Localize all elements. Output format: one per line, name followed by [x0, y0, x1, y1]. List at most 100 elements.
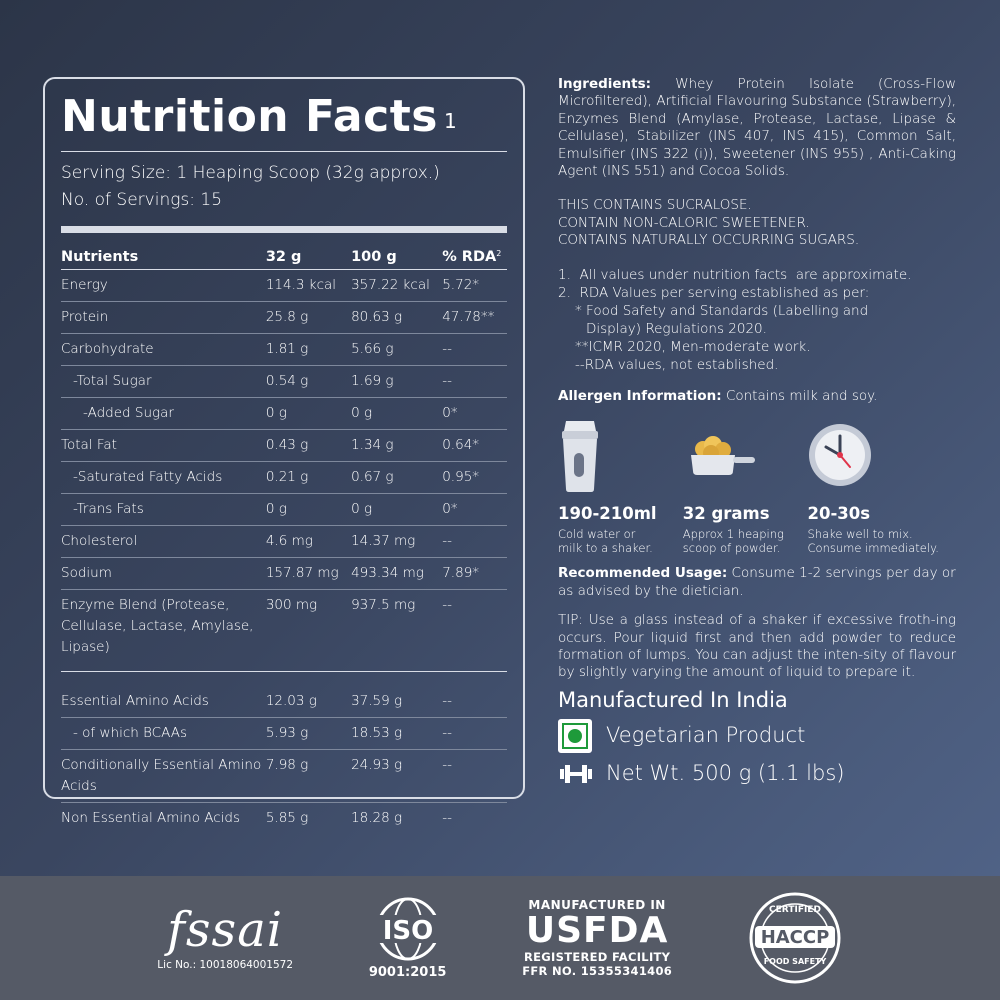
footnote-2a-cont: Display) Regulations 2020. — [586, 320, 767, 337]
value-per-100g: 0 g — [351, 493, 443, 526]
usfda-cert: MANUFACTURED IN USFDA REGISTERED FACILIT… — [522, 898, 672, 978]
value-per-32g: 4.6 mg — [265, 525, 352, 558]
table-row: Conditionally Essential Amino Acids 7.98 … — [61, 748, 507, 802]
footnote-2: 2. RDA Values per serving established as… — [558, 284, 870, 301]
manufactured-in: Manufactured In India — [558, 687, 788, 712]
header-rda-footnote: 2 — [496, 249, 502, 258]
value-per-100g: 493.34 mg — [351, 557, 443, 590]
nutrient-name: -Total Sugar — [61, 365, 266, 398]
value-per-32g: 0.54 g — [265, 365, 352, 398]
rda-value: 0* — [442, 493, 507, 526]
value-per-100g: 357.22 kcal — [351, 269, 443, 302]
table-row: Essential Amino Acids 12.03 g 37.59 g -- — [61, 686, 507, 718]
header-100g: 100 g — [351, 249, 397, 265]
recommended-usage-text: Consume 1-2 servings per day or as advis… — [558, 565, 956, 599]
table-row: Non Essential Amino Acids 5.85 g 18.28 g -- — [61, 801, 507, 834]
value-per-100g: 1.34 g — [351, 429, 443, 462]
table-header-row: Nutrients 32 g 100 g % RDA2 — [61, 247, 507, 270]
allergen-info: Allergen Information: Contains milk and … — [558, 388, 956, 405]
usfda-top-text: MANUFACTURED IN — [528, 898, 666, 912]
nutrition-table-body: Energy 114.3 kcal 357.22 kcal 5.72* Protein 2… — [61, 269, 507, 834]
value-per-32g: 0.43 g — [265, 429, 352, 462]
footnote-2b: **ICMR 2020, Men-moderate work. — [575, 338, 811, 355]
rda-value: 0.64* — [442, 429, 507, 462]
nutrient-name: Cholesterol — [61, 525, 266, 558]
fssai-license: Lic No.: 10018064001572 — [157, 959, 294, 971]
nutrient-name: - of which BCAAs — [61, 716, 266, 749]
usage-scoop-desc: scoop of powder. — [682, 540, 781, 555]
divider — [61, 151, 507, 152]
veg-mark-icon — [558, 719, 592, 754]
nutrition-table: Nutrients 32 g 100 g % RDA2 Energy 114.3 … — [61, 247, 507, 834]
rda-value: 7.89* — [442, 557, 507, 590]
value-per-32g: 1.81 g — [265, 333, 352, 366]
rda-value: 0* — [442, 397, 507, 430]
value-per-32g: 0.21 g — [265, 461, 352, 494]
value-per-100g: 1.69 g — [351, 365, 443, 398]
value-per-32g: 5.93 g — [265, 716, 352, 749]
value-per-32g: 12.03 g — [265, 692, 317, 709]
value-per-100g: 18.28 g — [351, 801, 443, 834]
haccp-seal-icon: CERTIFIED HACCP FOOD SAFETY — [749, 892, 841, 984]
header-rda: % RDA2 — [442, 247, 507, 270]
rda-value: 5.72* — [442, 269, 507, 302]
clock-icon — [808, 419, 957, 493]
nutrient-name: Enzyme Blend (Protease, Cellulase, Lacta… — [61, 589, 266, 663]
allergen-label: Allergen Information: — [558, 387, 722, 404]
haccp-certified-text: CERTIFIED — [769, 905, 821, 915]
footnote-1: 1. All values under nutrition facts are … — [558, 266, 912, 283]
iso-logo-icon: ISO — [373, 897, 442, 960]
usage-steps: 190-210ml Cold water or milk to a shaker… — [558, 419, 956, 569]
iso-logo-text: ISO — [382, 916, 433, 946]
nutrient-name: -Added Sugar — [61, 397, 266, 430]
rda-value: -- — [442, 692, 452, 709]
nutrient-name: Conditionally Essential Amino Acids — [61, 748, 266, 802]
usfda-ffr: FFR NO. 15355341406 — [522, 964, 673, 978]
usage-tip: TIP: Use a glass instead of a shaker if … — [558, 612, 956, 681]
value-per-100g: 5.66 g — [351, 333, 443, 366]
usage-water-desc: milk to a shaker. — [558, 540, 653, 555]
footnotes: 1. All values under nutrition facts are … — [558, 266, 956, 374]
value-per-100g: 24.93 g — [351, 748, 443, 802]
value-per-100g: 14.37 mg — [351, 525, 443, 558]
header-nutrients: Nutrients — [61, 249, 139, 265]
table-row: - of which BCAAs 5.93 g 18.53 g -- — [61, 716, 507, 749]
rda-value: -- — [442, 716, 507, 749]
iso-caption: 9001:2015 — [368, 964, 447, 980]
fssai-logo: fssai — [167, 902, 284, 958]
rda-value: -- — [442, 525, 507, 558]
nutrient-name: Energy — [61, 269, 266, 302]
warning-line: CONTAINS NATURALLY OCCURRING SUGARS. — [558, 232, 860, 249]
iso-cert: ISO 9001:2015 — [368, 897, 448, 980]
value-per-100g: 80.63 g — [351, 301, 443, 334]
table-row: Protein 25.8 g 80.63 g 47.78** — [61, 301, 507, 334]
fssai-cert: fssai Lic No.: 10018064001572 — [157, 905, 293, 971]
recommended-usage-label: Recommended Usage: — [558, 565, 728, 582]
dumbbell-icon — [558, 763, 594, 785]
vegetarian-row: Vegetarian Product — [558, 719, 956, 754]
net-weight: Net Wt. 500 g (1.1 lbs) — [606, 761, 845, 786]
rda-value: -- — [442, 589, 507, 663]
footnote-2c: --RDA values, not established. — [575, 356, 779, 373]
nutrient-name: Sodium — [61, 557, 266, 590]
value-per-100g: 937.5 mg — [351, 589, 443, 663]
warning-line: CONTAIN NON-CALORIC SWEETENER. — [558, 214, 810, 231]
haccp-text: HACCP — [760, 927, 829, 948]
nutrient-name: Total Fat — [61, 429, 266, 462]
section-divider — [61, 670, 507, 672]
allergen-text: Contains milk and soy. — [725, 387, 878, 404]
value-per-100g: 37.59 g — [351, 692, 403, 709]
rda-value: -- — [442, 333, 507, 366]
header-rda-text: % RDA — [442, 249, 497, 265]
value-per-32g: 25.8 g — [265, 301, 352, 334]
rda-value: -- — [442, 801, 507, 834]
usfda-registered: REGISTERED FACILITY — [523, 950, 671, 964]
value-per-32g: 0 g — [265, 493, 352, 526]
usage-scoop-value: 32 grams — [682, 504, 770, 524]
usage-time-value: 20-30s — [807, 504, 871, 524]
usage-water-value: 190-210ml — [558, 504, 657, 524]
usage-time-desc: Consume immediately. — [807, 540, 939, 555]
nutrient-name: Essential Amino Acids — [61, 692, 209, 709]
